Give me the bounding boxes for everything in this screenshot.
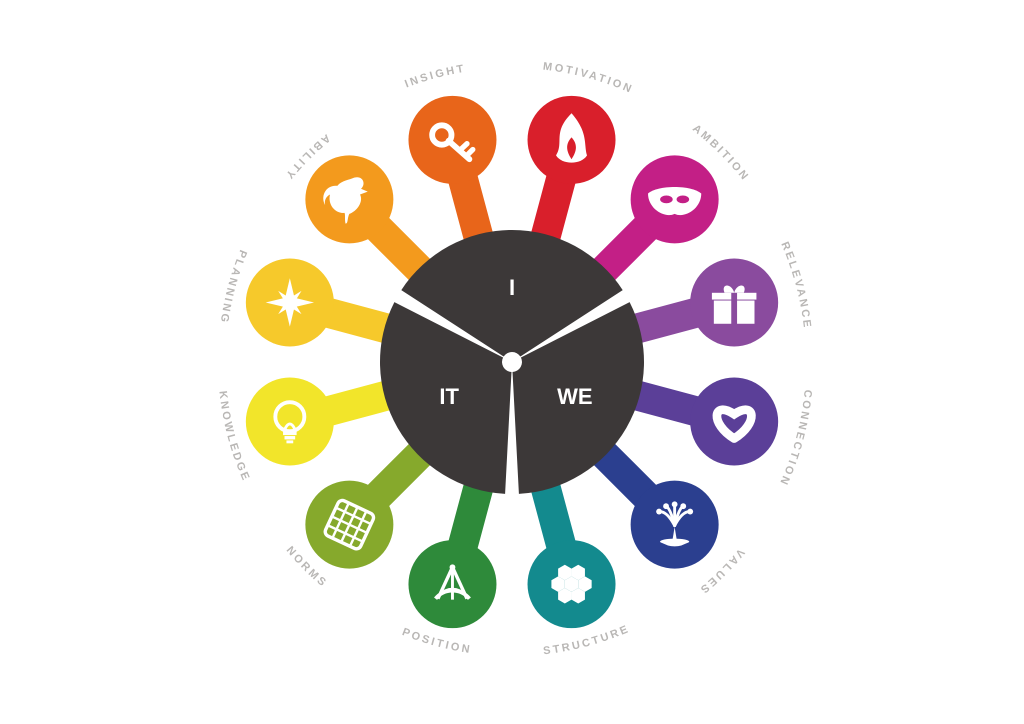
petal: VALUES — [604, 454, 747, 597]
petal: NORMS — [284, 454, 420, 590]
petal-label: PLANNING — [217, 248, 248, 325]
hub-label: WE — [557, 384, 592, 409]
petal-label: MOTIVATION — [542, 61, 635, 97]
petal: CONNECTION — [638, 378, 814, 489]
petal-label: POSITION — [400, 626, 473, 656]
petal: MOTIVATION — [528, 61, 636, 237]
petal-label: STRUCTURE — [543, 623, 632, 658]
diagram-stage: MOTIVATION AMBITION RELEVANCE CONNECTION VAL… — [0, 0, 1024, 724]
petal-label: RELEVANCE — [778, 240, 813, 330]
petal: STRUCTURE — [528, 488, 632, 658]
petal: PLANNING — [217, 248, 386, 346]
petal: POSITION — [400, 488, 496, 657]
petal: AMBITION — [604, 122, 752, 270]
petal: RELEVANCE — [638, 240, 814, 346]
petal: ABILITY — [282, 132, 421, 271]
petal-label: INSIGHT — [403, 63, 467, 91]
petal-label: KNOWLEDGE — [216, 390, 252, 484]
petal: KNOWLEDGE — [216, 378, 386, 485]
petal: INSIGHT — [403, 63, 496, 237]
hub-label: I — [509, 275, 515, 300]
petal-label: CONNECTION — [776, 389, 813, 488]
hub-label: IT — [439, 384, 459, 409]
